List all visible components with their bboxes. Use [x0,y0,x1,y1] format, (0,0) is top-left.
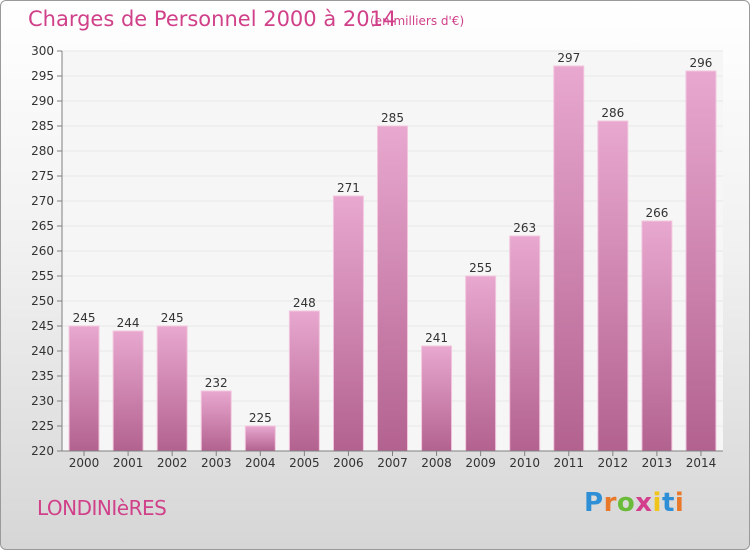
logo-letter: r [603,488,617,518]
data-label: 241 [425,331,448,345]
y-tick-label: 270 [31,194,54,208]
logo-letter: x [635,488,653,518]
y-tick-label: 250 [31,294,54,308]
commune-name: LONDINIèRES [37,496,167,520]
x-tick-label: 2014 [686,456,717,470]
bar [244,425,276,452]
data-label: 286 [601,106,624,120]
data-label: 225 [249,411,272,425]
data-label: 285 [381,111,404,125]
logo-letter: i [652,488,662,518]
x-tick-label: 2000 [69,456,100,470]
data-label: 263 [513,221,536,235]
data-label: 248 [293,296,316,310]
bar [509,235,541,452]
y-tick-label: 280 [31,144,54,158]
chart-title: Charges de Personnel 2000 à 2014 [28,7,397,31]
data-label: 297 [557,51,580,65]
y-tick-label: 255 [31,269,54,283]
bar [332,195,364,452]
x-tick-label: 2008 [421,456,452,470]
x-tick-label: 2013 [642,456,673,470]
x-tick-label: 2005 [289,456,320,470]
data-label: 296 [690,56,713,70]
bar [597,120,629,452]
data-label: 232 [205,376,228,390]
data-label: 245 [161,311,184,325]
y-tick-label: 240 [31,344,54,358]
y-tick-label: 225 [31,419,54,433]
bar [641,220,673,452]
logo-letter: P [584,488,604,518]
y-tick-label: 235 [31,369,54,383]
data-label: 271 [337,181,360,195]
chart-subtitle: (en milliers d'€) [370,14,465,28]
y-tick-label: 230 [31,394,54,408]
logo-letter: o [616,488,636,518]
logo-letter: i [674,488,685,518]
axes: 220 225 230 235 240 245 250 255 260 265 270 275 280 2… [31,44,723,470]
bar [377,125,408,452]
x-tick-label: 2012 [598,456,629,470]
y-tick-label: 220 [31,444,54,458]
y-tick-label: 295 [31,69,54,83]
x-tick-label: 2009 [465,456,496,470]
bar [465,275,497,452]
bars [68,65,717,452]
x-tick-label: 2001 [113,456,144,470]
y-tick-label: 275 [31,169,54,183]
bar [156,325,188,452]
bar [68,325,100,452]
y-tick-label: 285 [31,119,54,133]
x-tick-label: 2004 [245,456,276,470]
y-tick-label: 290 [31,94,54,108]
x-tick-label: 2006 [333,456,364,470]
bar [685,70,717,452]
proxiti-logo: Proxiti [584,488,684,518]
logo-letter: t [661,488,675,518]
x-tick-label: 2003 [201,456,232,470]
data-label: 255 [469,261,492,275]
x-tick-label: 2002 [157,456,188,470]
x-tick-label: 2010 [509,456,540,470]
data-label: 244 [117,316,140,330]
y-tick-label: 245 [31,319,54,333]
bar [112,330,144,452]
x-tick-label: 2007 [377,456,408,470]
data-labels: 245 244 245 232 225 248 271 285 241 255 263 297 286 2… [73,51,713,425]
x-tick-label: 2011 [553,456,584,470]
bar [200,390,232,452]
bar [553,65,585,452]
data-label: 266 [645,206,668,220]
data-label: 245 [73,311,96,325]
bar [421,345,453,452]
y-tick-label: 300 [31,44,54,58]
bar [288,310,320,452]
y-tick-label: 265 [31,219,54,233]
y-tick-label: 260 [31,244,54,258]
